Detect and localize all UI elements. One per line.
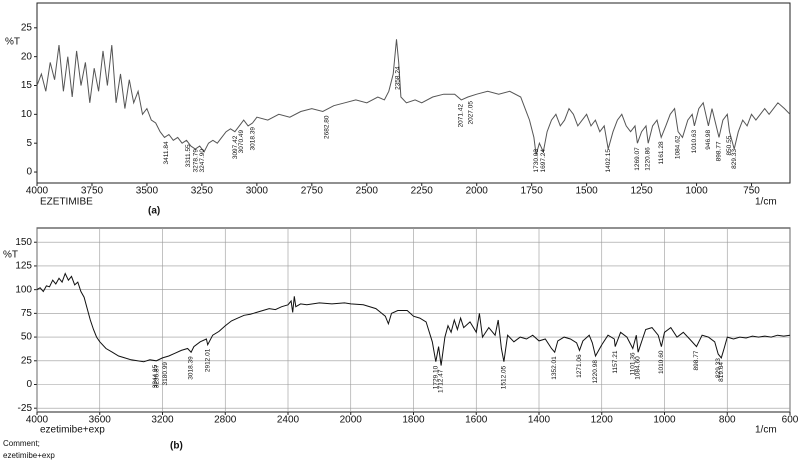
sample-name: EZETIMIBE [40, 197, 93, 208]
sample-name: ezetimibe+exp [40, 425, 105, 436]
peak-label: 946.98 [705, 130, 712, 150]
x-tick-label: 600 [782, 415, 798, 426]
y-tick-label: 0 [26, 167, 32, 178]
peak-label: 1352.01 [551, 356, 558, 380]
x-tick-label: 3750 [81, 186, 104, 197]
y-tick-label: -25 [18, 403, 33, 414]
x-tick-label: 2500 [356, 186, 379, 197]
y-tick-label: 10 [21, 109, 33, 120]
x-tick-label: 1800 [402, 415, 425, 426]
x-tick-label: 4000 [26, 186, 49, 197]
x-tick-label: 2000 [340, 415, 363, 426]
peak-label: 1101.36 [629, 352, 636, 375]
x-tick-label: 800 [719, 415, 736, 426]
x-tick-label: 3200 [151, 415, 174, 426]
spectrum-line [36, 39, 791, 155]
peak-label: 850.55 [726, 135, 733, 155]
peak-label: 3411.84 [163, 141, 170, 164]
x-label: 1/cm [755, 197, 777, 208]
y-tick-label: 0 [26, 379, 32, 390]
x-tick-label: 1250 [630, 186, 653, 197]
peak-label: 1729.10 [432, 365, 439, 389]
y-tick-label: 25 [21, 22, 33, 33]
peak-label: 1271.06 [576, 354, 583, 378]
y-label: %T [5, 37, 20, 48]
caption: (b) [170, 441, 183, 452]
x-tick-label: 1400 [528, 415, 551, 426]
comment-label: Comment; [3, 439, 40, 448]
x-tick-label: 2000 [466, 186, 489, 197]
peak-label: 829.33 [715, 358, 722, 378]
y-tick-label: 100 [15, 284, 32, 295]
x-tick-label: 1500 [576, 186, 599, 197]
x-tick-label: 3000 [246, 186, 269, 197]
y-tick-label: 125 [15, 261, 32, 272]
peak-label: 3097.42 [232, 135, 239, 159]
peak-label: 3244.95 [152, 364, 159, 388]
y-tick-label: 150 [15, 237, 32, 248]
x-tick-label: 1750 [521, 186, 544, 197]
x-tick-label: 3250 [191, 186, 214, 197]
peak-label: 1084.60 [635, 356, 642, 380]
x-tick-label: 2250 [411, 186, 434, 197]
peak-label: 819.64 [718, 362, 725, 382]
peak-label: 1697.24 [540, 149, 547, 173]
y-tick-label: 15 [21, 80, 33, 91]
peak-label: 1161.28 [658, 141, 665, 164]
peak-label: 3236.87 [153, 364, 160, 388]
peak-label: 1730.03 [533, 149, 540, 173]
comment: ezetimibe+exp [3, 451, 55, 460]
y-tick-label: 75 [21, 308, 33, 319]
peak-label: 2682.80 [323, 115, 330, 139]
x-tick-label: 2400 [277, 415, 300, 426]
peak-label: 829.33 [731, 149, 738, 169]
peak-label: 3278.79 [192, 149, 199, 173]
peak-label: 1157.21 [612, 350, 619, 373]
peak-label: 3247.90 [199, 149, 206, 173]
y-tick-label: 5 [26, 138, 32, 149]
peak-label: 1402.15 [605, 149, 612, 173]
peak-label: 1712.47 [438, 369, 445, 393]
peak-label: 2912.01 [204, 348, 211, 372]
peak-label: 1512.05 [501, 365, 508, 389]
x-label: 1/cm [755, 425, 777, 436]
peak-label: 898.77 [716, 141, 723, 161]
peak-label: 3018.39 [188, 356, 195, 380]
y-tick-label: 50 [21, 332, 33, 343]
x-tick-label: 3500 [136, 186, 159, 197]
caption: (a) [148, 206, 160, 217]
x-tick-label: 4000 [26, 415, 49, 426]
peak-label: 3180.99 [162, 362, 169, 386]
peak-label: 3311.55 [185, 144, 192, 167]
peak-label: 1220.86 [645, 147, 652, 171]
x-tick-label: 2800 [214, 415, 237, 426]
peak-label: 1269.07 [634, 147, 641, 171]
peak-label: 2358.24 [395, 66, 402, 90]
x-tick-label: 3600 [89, 415, 112, 426]
x-tick-label: 1000 [685, 186, 708, 197]
peak-label: 2027.05 [467, 101, 474, 125]
y-label: %T [3, 250, 18, 261]
y-tick-label: 25 [21, 355, 33, 366]
peak-label: 2071.42 [458, 104, 465, 128]
peak-label: 1084.62 [675, 135, 682, 159]
peak-label: 1220.98 [592, 360, 599, 384]
plot-frame [36, 2, 791, 184]
y-tick-label: 20 [21, 51, 33, 62]
peak-label: 1010.60 [658, 350, 665, 374]
x-tick-label: 1000 [653, 415, 676, 426]
peak-label: 1010.63 [691, 130, 698, 154]
x-tick-label: 750 [743, 186, 760, 197]
spectrum-line [36, 272, 791, 366]
x-tick-label: 1600 [465, 415, 488, 426]
x-tick-label: 2750 [301, 186, 324, 197]
peak-label: 898.77 [693, 350, 700, 370]
x-tick-label: 1200 [591, 415, 614, 426]
peak-label: 3070.49 [238, 130, 245, 154]
peak-label: 3018.39 [250, 127, 257, 151]
